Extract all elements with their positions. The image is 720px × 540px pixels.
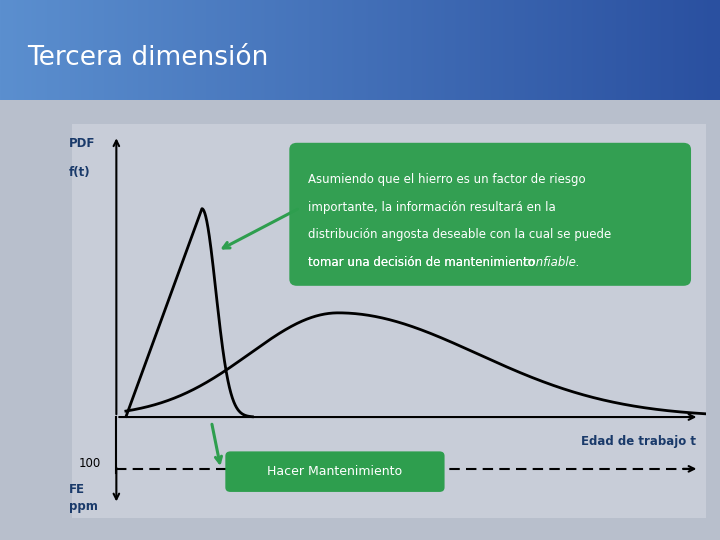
- Text: tomar una decisión de mantenimiento: tomar una decisión de mantenimiento: [308, 256, 539, 269]
- Text: Hacer Mantenimiento: Hacer Mantenimiento: [267, 464, 402, 477]
- Text: distribución angosta deseable con la cual se puede: distribución angosta deseable con la cua…: [308, 228, 611, 241]
- FancyBboxPatch shape: [289, 143, 691, 286]
- Text: confiable.: confiable.: [523, 256, 580, 269]
- FancyBboxPatch shape: [225, 451, 444, 492]
- Text: Edad de trabajo t: Edad de trabajo t: [581, 435, 696, 448]
- Text: f(t): f(t): [69, 166, 91, 179]
- Text: FE: FE: [69, 483, 85, 496]
- Text: tomar una decisión de mantenimiento: tomar una decisión de mantenimiento: [308, 256, 539, 269]
- Text: ppm: ppm: [69, 500, 98, 512]
- Text: PDF: PDF: [69, 137, 95, 151]
- Text: importante, la información resultará en la: importante, la información resultará en …: [308, 201, 556, 214]
- Text: 100: 100: [78, 457, 101, 470]
- Text: Tercera dimensión: Tercera dimensión: [27, 45, 269, 71]
- Text: Asumiendo que el hierro es un factor de riesgo: Asumiendo que el hierro es un factor de …: [308, 173, 586, 186]
